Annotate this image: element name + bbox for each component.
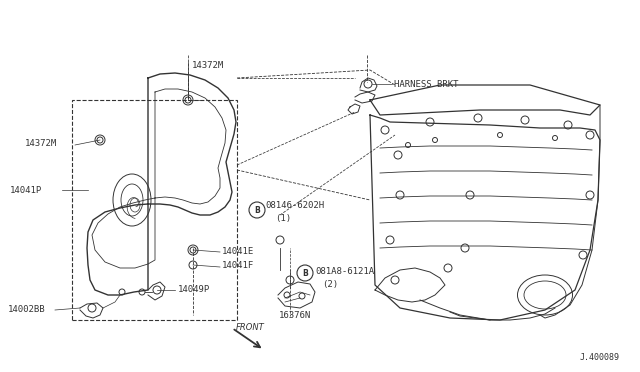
Text: B: B (302, 269, 308, 278)
Text: B: B (254, 205, 260, 215)
Text: HARNESS BRKT: HARNESS BRKT (394, 80, 458, 89)
Text: 14002BB: 14002BB (8, 305, 45, 314)
Text: FRONT: FRONT (236, 323, 265, 332)
Text: 14372M: 14372M (192, 61, 224, 70)
Text: 14041F: 14041F (222, 262, 254, 270)
Text: 14049P: 14049P (178, 285, 211, 295)
Text: 14372M: 14372M (25, 138, 57, 148)
Text: (2): (2) (322, 279, 338, 289)
Text: 16376N: 16376N (279, 311, 311, 320)
Text: 14041P: 14041P (10, 186, 42, 195)
Text: 081A8-6121A: 081A8-6121A (315, 267, 374, 276)
Text: 08146-6202H: 08146-6202H (265, 201, 324, 209)
Text: 14041E: 14041E (222, 247, 254, 256)
Text: (1): (1) (275, 214, 291, 222)
Bar (72, 100, 237, 320)
Text: J.400089: J.400089 (580, 353, 620, 362)
